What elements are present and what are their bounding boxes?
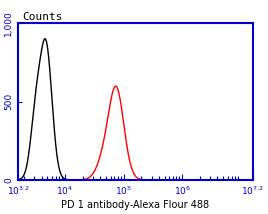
Text: Counts: Counts <box>23 12 63 22</box>
X-axis label: PD 1 antibody-Alexa Flour 488: PD 1 antibody-Alexa Flour 488 <box>61 200 210 210</box>
